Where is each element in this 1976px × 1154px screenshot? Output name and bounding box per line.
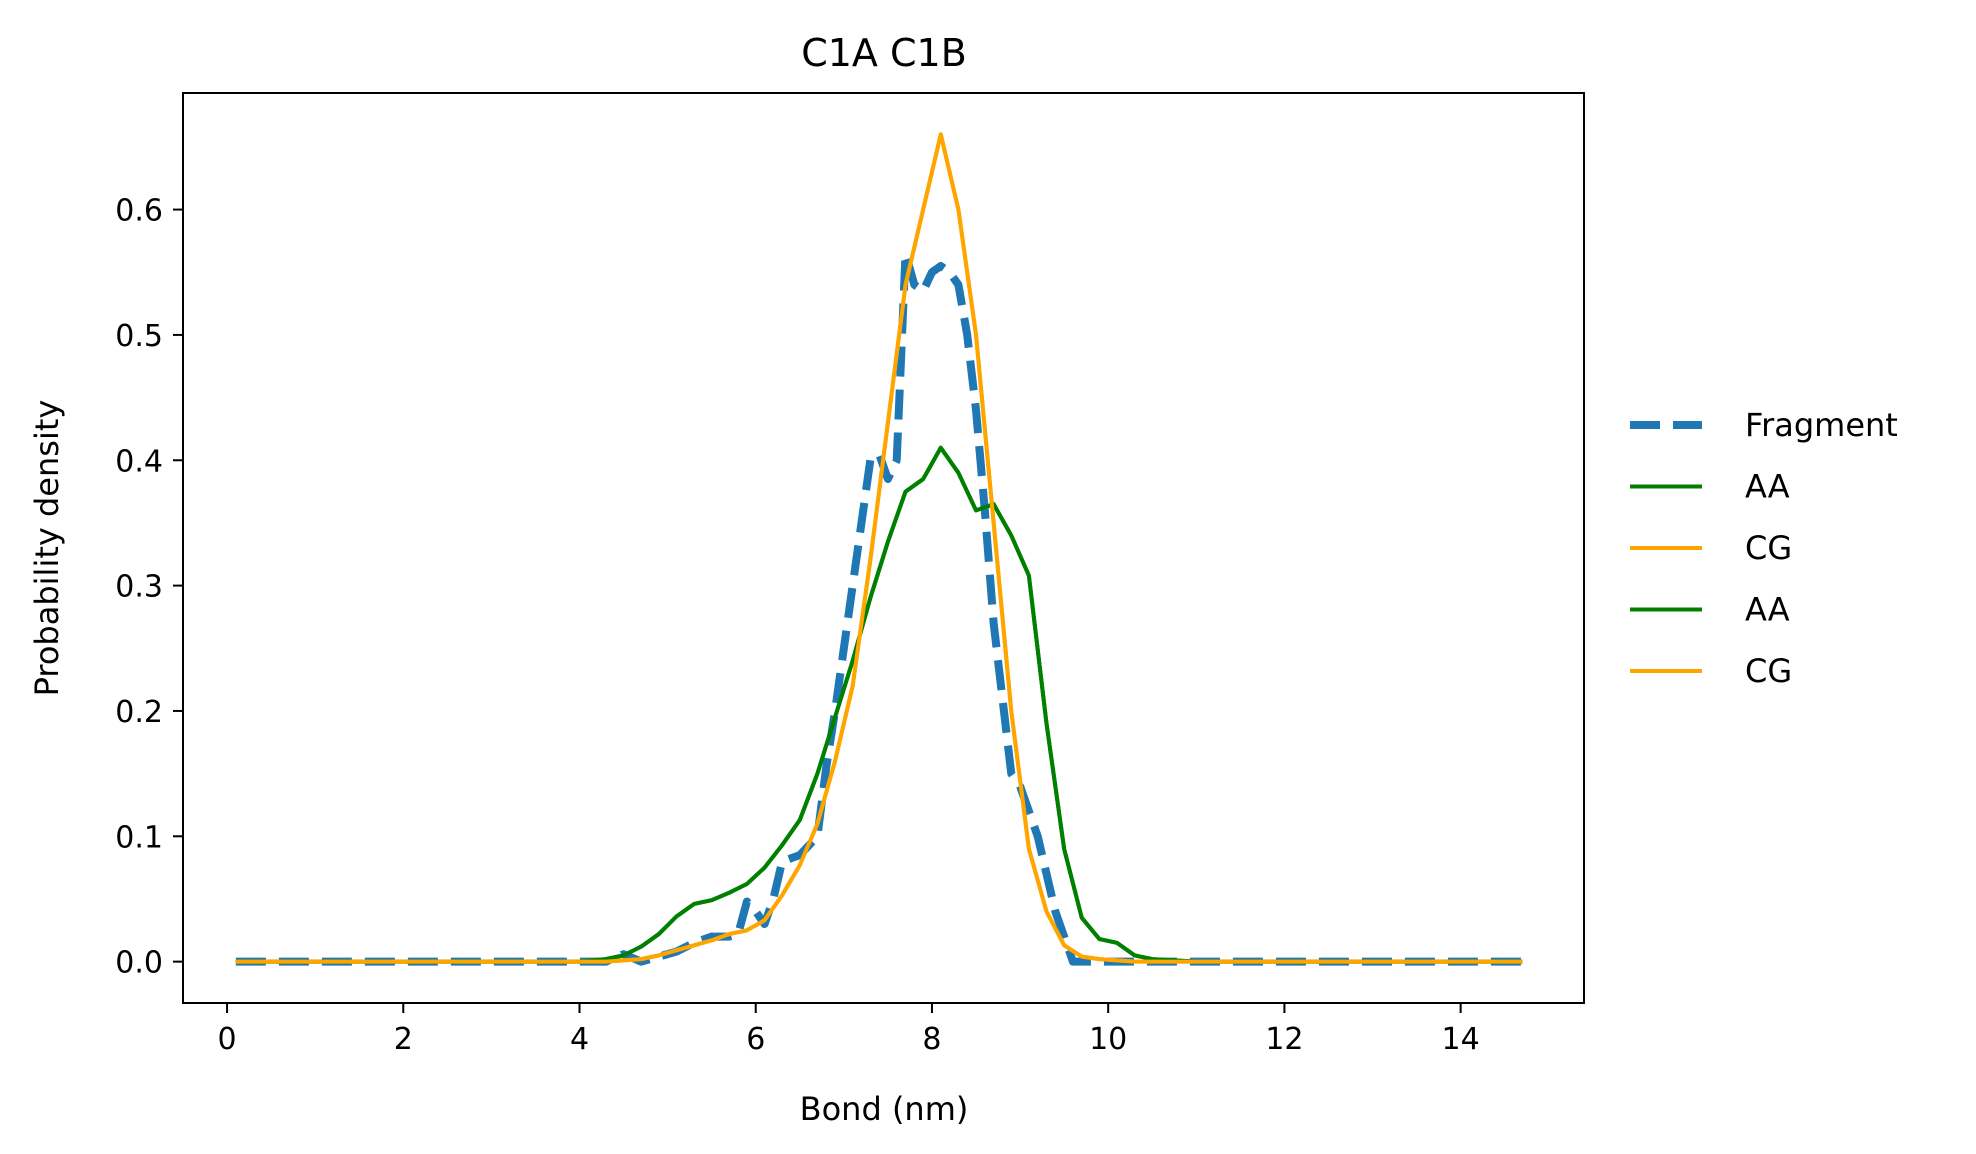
x-tick-label: 4	[570, 1022, 589, 1057]
series-line-cg-4	[235, 132, 1523, 964]
plot-area	[235, 132, 1523, 966]
chart-title: C1A C1B	[801, 31, 967, 75]
legend: Fragment AA CG AA CG	[1630, 406, 1898, 690]
legend-label-cg: CG	[1745, 652, 1792, 690]
y-tick-label: 0.1	[115, 820, 163, 855]
legend-label-aa: AA	[1745, 468, 1790, 506]
x-tick-label: 8	[922, 1022, 941, 1057]
y-tick-label: 0.2	[115, 695, 163, 730]
y-axis-label: Probability density	[28, 400, 66, 697]
legend-label-cg: CG	[1745, 529, 1792, 567]
x-tick-label: 0	[218, 1022, 237, 1057]
y-tick-label: 0.6	[115, 194, 163, 229]
x-tick-label: 10	[1089, 1022, 1127, 1057]
x-tick-label: 6	[746, 1022, 765, 1057]
y-tick-label: 0.3	[115, 570, 163, 605]
x-axis: 0 2 4 6 8 10 12 14	[218, 1003, 1480, 1057]
x-tick-label: 12	[1265, 1022, 1303, 1057]
y-tick-label: 0.4	[115, 444, 163, 479]
legend-label-aa: AA	[1745, 591, 1790, 629]
y-tick-label: 0.5	[115, 319, 163, 354]
plot-frame	[182, 92, 1585, 1004]
series-line-fragment-0	[235, 249, 1523, 966]
legend-label-fragment: Fragment	[1745, 406, 1898, 444]
x-tick-label: 2	[394, 1022, 413, 1057]
y-axis: 0.0 0.1 0.2 0.3 0.4 0.5 0.6	[115, 194, 183, 981]
x-axis-label: Bond (nm)	[800, 1090, 969, 1128]
y-tick-label: 0.0	[115, 946, 163, 981]
x-tick-label: 14	[1442, 1022, 1480, 1057]
